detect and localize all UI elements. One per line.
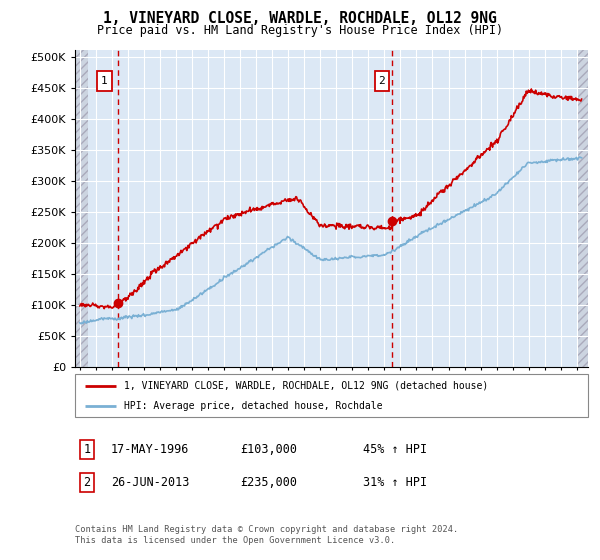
Text: 45% ↑ HPI: 45% ↑ HPI (363, 442, 427, 456)
Text: 1, VINEYARD CLOSE, WARDLE, ROCHDALE, OL12 9NG (detached house): 1, VINEYARD CLOSE, WARDLE, ROCHDALE, OL1… (124, 381, 488, 391)
Text: 17-MAY-1996: 17-MAY-1996 (111, 442, 190, 456)
Text: 26-JUN-2013: 26-JUN-2013 (111, 476, 190, 489)
Text: 1, VINEYARD CLOSE, WARDLE, ROCHDALE, OL12 9NG: 1, VINEYARD CLOSE, WARDLE, ROCHDALE, OL1… (103, 11, 497, 26)
Text: Price paid vs. HM Land Registry's House Price Index (HPI): Price paid vs. HM Land Registry's House … (97, 24, 503, 36)
Text: £103,000: £103,000 (240, 442, 297, 456)
FancyBboxPatch shape (97, 72, 112, 91)
Text: 2: 2 (83, 476, 91, 489)
Text: Contains HM Land Registry data © Crown copyright and database right 2024.
This d: Contains HM Land Registry data © Crown c… (75, 525, 458, 545)
Bar (577, 50, 588, 367)
Text: 1: 1 (101, 76, 108, 86)
Text: 1: 1 (83, 442, 91, 456)
Text: £235,000: £235,000 (240, 476, 297, 489)
FancyBboxPatch shape (75, 374, 588, 417)
Bar (75, 50, 88, 367)
Text: 2: 2 (379, 76, 385, 86)
Text: 31% ↑ HPI: 31% ↑ HPI (363, 476, 427, 489)
Text: HPI: Average price, detached house, Rochdale: HPI: Average price, detached house, Roch… (124, 402, 382, 411)
FancyBboxPatch shape (375, 72, 389, 91)
